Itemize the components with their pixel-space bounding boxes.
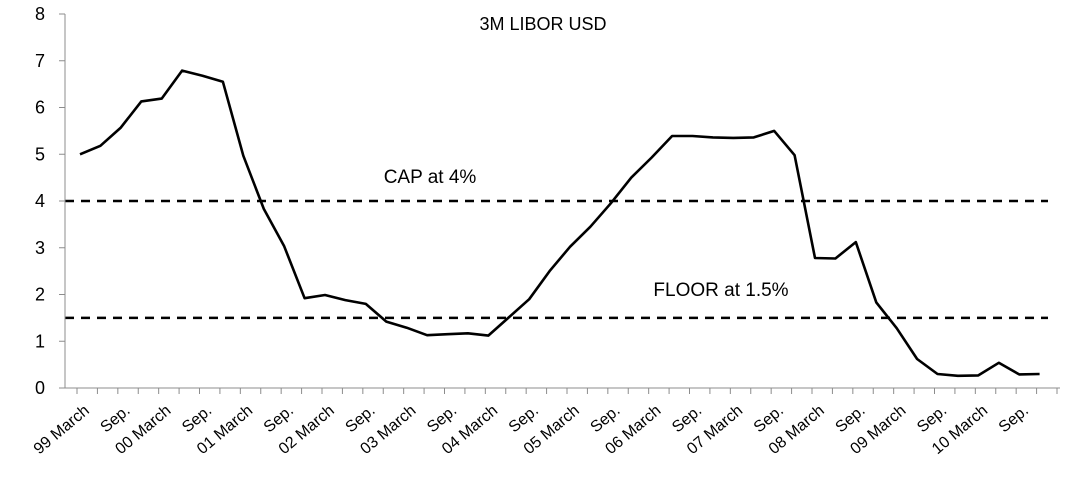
y-tick-label: 3 (35, 238, 45, 258)
y-tick-label: 7 (35, 51, 45, 71)
x-tick-label: 99 March (31, 402, 93, 458)
y-tick-label: 6 (35, 98, 45, 118)
y-tick-label: 0 (35, 378, 45, 398)
y-tick-label: 2 (35, 285, 45, 305)
cap-label: CAP at 4% (384, 167, 477, 188)
x-tick-label: Sep. (996, 402, 1032, 436)
y-tick-label: 1 (35, 331, 45, 351)
series-line-libor (79, 69, 1040, 378)
y-tick-label: 8 (35, 4, 45, 24)
y-tick-label: 4 (35, 191, 45, 211)
y-tick-label: 5 (35, 144, 45, 164)
chart-title: 3M LIBOR USD (479, 14, 606, 34)
floor-label: FLOOR at 1.5% (653, 280, 788, 301)
series-group (79, 69, 1040, 378)
reference-lines: CAP at 4% FLOOR at 1.5% (65, 167, 1048, 320)
